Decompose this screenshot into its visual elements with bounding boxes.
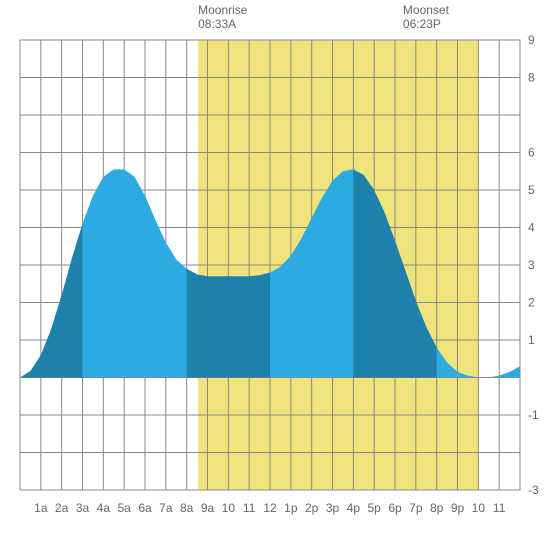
x-axis-label: 3a: [76, 501, 90, 515]
chart-svg: -3-1123456891a2a3a4a5a6a7a8a9a1011121p2p…: [0, 0, 550, 550]
y-axis-label: 5: [528, 183, 535, 197]
x-axis-label: 3p: [326, 501, 340, 515]
x-axis-label: 5a: [117, 501, 131, 515]
x-axis-label: 9a: [201, 501, 215, 515]
x-axis-label: 4p: [347, 501, 361, 515]
x-axis-label: 7a: [159, 501, 173, 515]
x-axis-label: 10: [222, 501, 236, 515]
x-axis-label: 6a: [138, 501, 152, 515]
y-axis-label: 9: [528, 33, 535, 47]
x-axis-label: 2a: [55, 501, 69, 515]
y-axis-label: 1: [528, 333, 535, 347]
x-axis-label: 12: [263, 501, 277, 515]
x-axis-label: 7p: [409, 501, 423, 515]
y-axis-label: -3: [528, 483, 539, 497]
x-axis-label: 4a: [97, 501, 111, 515]
moonrise-label: Moonrise: [198, 3, 248, 17]
x-axis-label: 11: [493, 501, 506, 515]
x-axis-label: 1a: [34, 501, 48, 515]
y-axis-label: 8: [528, 71, 535, 85]
y-axis-label: 3: [528, 258, 535, 272]
x-axis-label: 2p: [305, 501, 319, 515]
y-axis-label: 2: [528, 296, 535, 310]
x-axis-label: 8a: [180, 501, 194, 515]
y-axis-label: 4: [528, 221, 535, 235]
x-axis-label: 1p: [284, 501, 298, 515]
moonset-time: 06:23P: [403, 17, 441, 31]
x-axis-label: 10: [472, 501, 486, 515]
y-axis-label: 6: [528, 146, 535, 160]
x-axis-label: 5p: [367, 501, 381, 515]
x-axis-label: 9p: [451, 501, 465, 515]
x-axis-label: 11: [243, 501, 256, 515]
y-axis-label: -1: [528, 408, 539, 422]
tide-segment: [187, 269, 270, 378]
moonrise-time: 08:33A: [198, 17, 236, 31]
tide-chart: -3-1123456891a2a3a4a5a6a7a8a9a1011121p2p…: [0, 0, 550, 550]
moonset-label: Moonset: [403, 3, 450, 17]
x-axis-label: 8p: [430, 501, 444, 515]
x-axis-label: 6p: [388, 501, 402, 515]
